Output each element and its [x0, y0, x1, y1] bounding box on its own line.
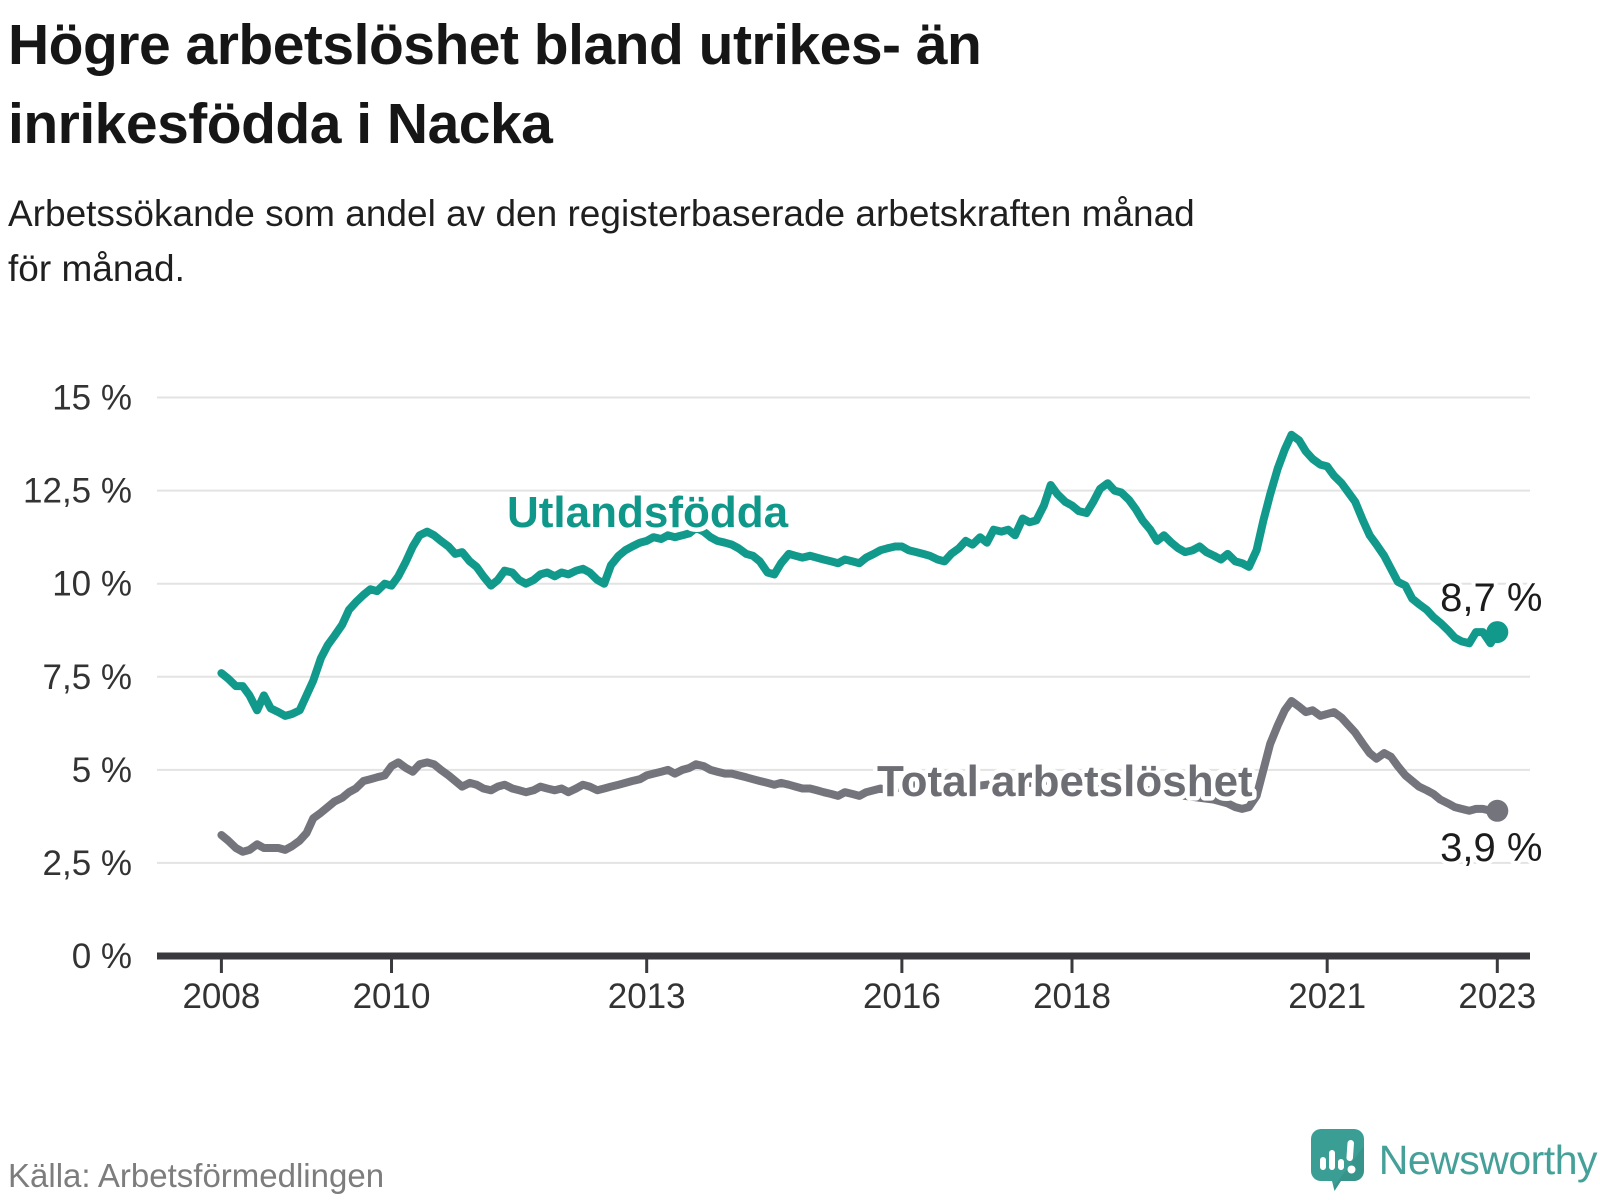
end-value-label-utlandsfodda: 8,7 % — [1440, 576, 1542, 620]
chart-title-line1: Högre arbetslöshet bland utrikes- än — [8, 13, 982, 77]
series-line-total-arbetsloshet — [217, 697, 1502, 856]
chart-subtitle-line1: Arbetssökande som andel av den registerb… — [8, 193, 1195, 234]
source-text: Källa: Arbetsförmedlingen — [8, 1157, 385, 1194]
chart-title: Högre arbetslöshet bland utrikes- än inr… — [8, 6, 982, 164]
y-tick-label: 7,5 % — [43, 658, 133, 697]
y-tick-label: 10 % — [52, 565, 132, 604]
y-tick-label: 0 % — [72, 937, 132, 976]
x-tick-label-2010: 2010 — [353, 977, 431, 1016]
chart-subtitle: Arbetssökande som andel av den registerb… — [8, 186, 1195, 296]
y-tick-label: 12,5 % — [23, 472, 132, 511]
series-label-utlandsfodda: Utlandsfödda — [507, 488, 789, 537]
x-tick-label-2013: 2013 — [608, 977, 686, 1016]
x-tick-label-2018: 2018 — [1033, 977, 1111, 1016]
x-tick-label-2021: 2021 — [1288, 977, 1366, 1016]
x-tick-label-2016: 2016 — [863, 977, 941, 1016]
x-tick-label-2023: 2023 — [1458, 977, 1536, 1016]
chart-title-line2: inrikesfödda i Nacka — [8, 92, 553, 156]
series-label-total-arbetsloshet: Total arbetslöshet — [877, 757, 1253, 806]
end-dot-total-arbetsloshet — [1486, 799, 1509, 822]
y-tick-label: 15 % — [52, 379, 132, 418]
x-tick-label-2008: 2008 — [182, 977, 260, 1016]
series-line-utlandsfodda — [217, 430, 1502, 720]
end-value-label-total-arbetsloshet: 3,9 % — [1440, 826, 1542, 870]
end-dot-utlandsfodda — [1486, 621, 1509, 644]
y-tick-label: 2,5 % — [43, 844, 133, 883]
y-tick-label: 5 % — [72, 751, 132, 790]
newsworthy-logo-icon — [1310, 1129, 1364, 1191]
newsworthy-logo: Newsworthy — [1310, 1128, 1598, 1192]
chart-subtitle-line2: för månad. — [8, 248, 185, 289]
newsworthy-logo-text: Newsworthy — [1378, 1136, 1598, 1183]
mini-bar-chart-icon — [1319, 1140, 1356, 1174]
